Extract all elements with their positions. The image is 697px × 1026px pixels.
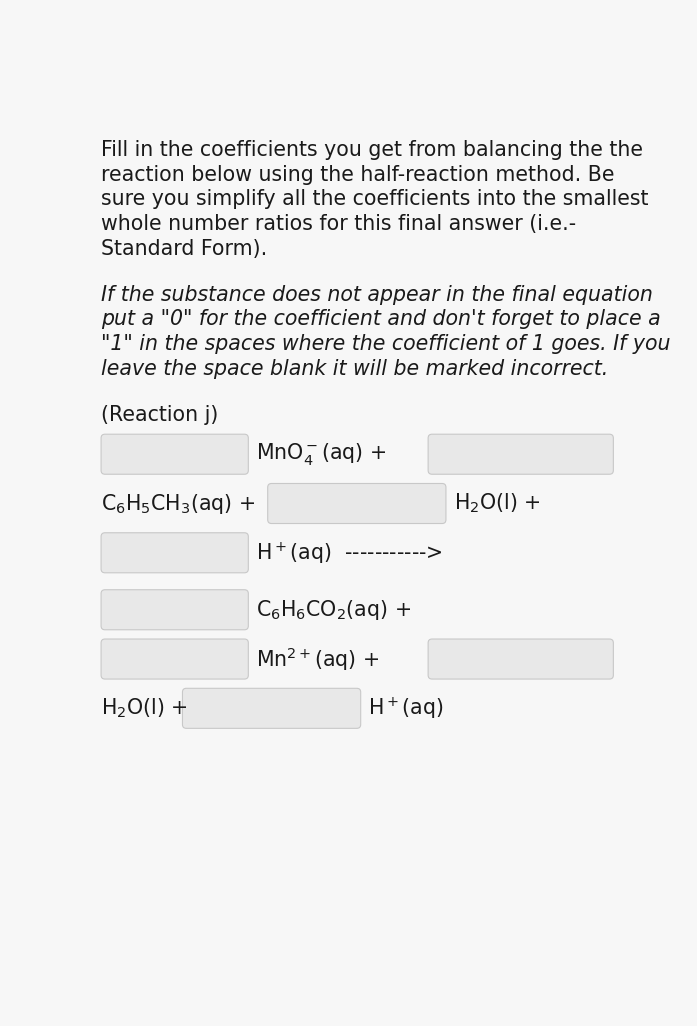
FancyBboxPatch shape	[101, 532, 248, 573]
Text: reaction below using the half-reaction method. Be: reaction below using the half-reaction m…	[101, 165, 615, 185]
Text: C$_6$H$_5$CH$_3$(aq) +: C$_6$H$_5$CH$_3$(aq) +	[101, 491, 255, 515]
Text: H$_2$O(l) +: H$_2$O(l) +	[101, 697, 187, 720]
Text: "1" in the spaces where the coefficient of 1 goes. If you: "1" in the spaces where the coefficient …	[101, 334, 671, 354]
FancyBboxPatch shape	[428, 434, 613, 474]
FancyBboxPatch shape	[101, 434, 248, 474]
Text: H$_2$O(l) +: H$_2$O(l) +	[454, 491, 540, 515]
FancyBboxPatch shape	[183, 688, 361, 728]
Text: whole number ratios for this final answer (i.e.-: whole number ratios for this final answe…	[101, 214, 576, 234]
Text: Standard Form).: Standard Form).	[101, 239, 268, 259]
Text: C$_6$H$_6$CO$_2$(aq) +: C$_6$H$_6$CO$_2$(aq) +	[256, 598, 411, 622]
Text: If the substance does not appear in the final equation: If the substance does not appear in the …	[101, 285, 653, 305]
Text: H$^+$(aq): H$^+$(aq)	[369, 696, 444, 721]
FancyBboxPatch shape	[428, 639, 613, 679]
FancyBboxPatch shape	[101, 639, 248, 679]
Text: MnO$_4^-$(aq) +: MnO$_4^-$(aq) +	[256, 441, 386, 467]
Text: (Reaction j): (Reaction j)	[101, 405, 218, 425]
Text: put a "0" for the coefficient and don't forget to place a: put a "0" for the coefficient and don't …	[101, 310, 661, 329]
Text: H$^+$(aq)  ----------->: H$^+$(aq) ----------->	[256, 540, 443, 565]
Text: Mn$^{2+}$(aq) +: Mn$^{2+}$(aq) +	[256, 645, 379, 673]
FancyBboxPatch shape	[268, 483, 446, 523]
Text: sure you simplify all the coefficients into the smallest: sure you simplify all the coefficients i…	[101, 190, 649, 209]
Text: Fill in the coefficients you get from balancing the the: Fill in the coefficients you get from ba…	[101, 141, 643, 160]
FancyBboxPatch shape	[101, 590, 248, 630]
Text: leave the space blank it will be marked incorrect.: leave the space blank it will be marked …	[101, 359, 608, 379]
